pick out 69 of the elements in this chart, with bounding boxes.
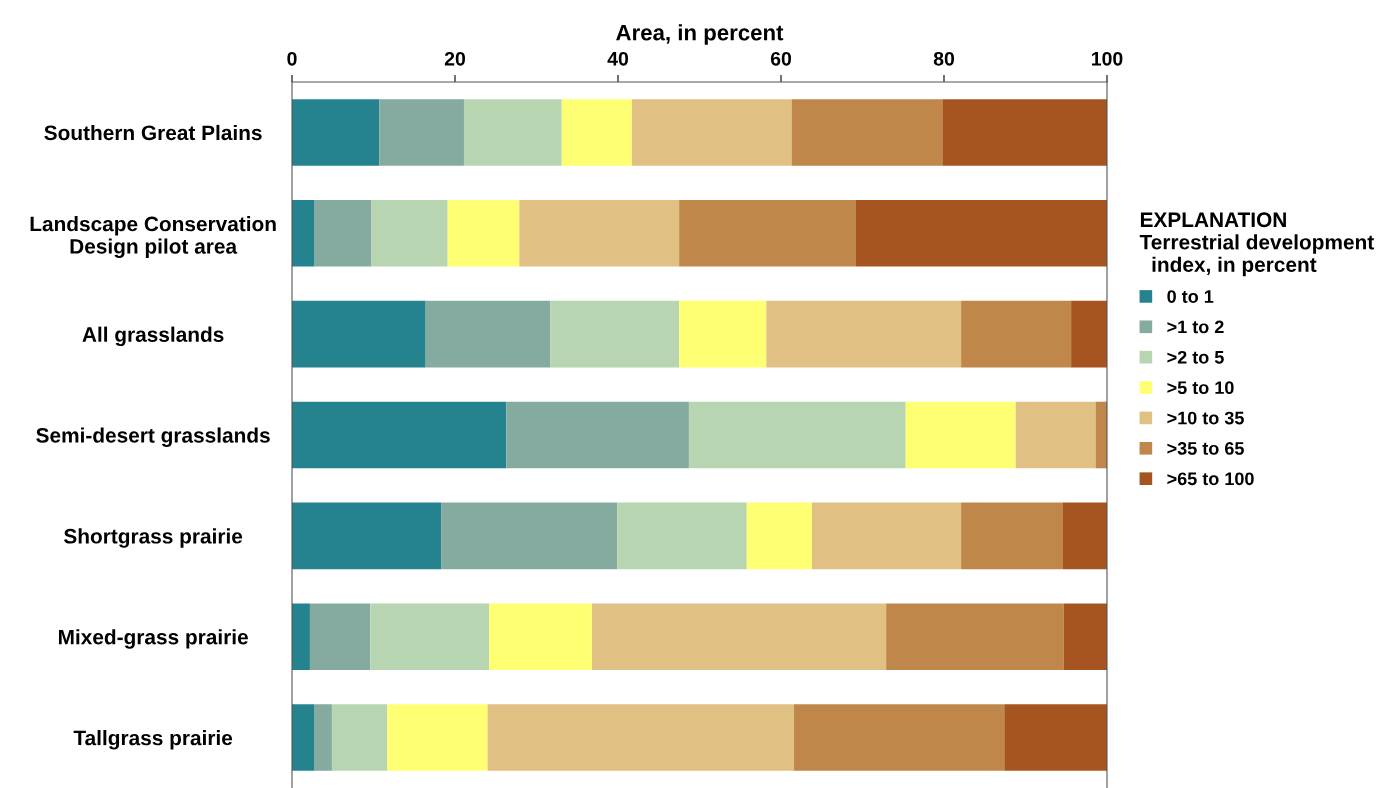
bar [1063, 603, 1107, 670]
bar [942, 99, 1107, 166]
legend-label: >2 to 5 [1167, 350, 1224, 364]
bar [855, 200, 1107, 267]
legend-label: 0 to 1 [1167, 290, 1214, 303]
bar [794, 704, 1005, 771]
y-tick-label: Semi-desert grasslands [36, 427, 270, 447]
x-tick-label: 40 [607, 51, 629, 66]
x-tick-label: 60 [770, 51, 792, 66]
bar [292, 603, 310, 670]
bar [519, 200, 680, 267]
bar [766, 300, 962, 368]
bar [961, 300, 1072, 368]
x-tick-label: 0 [287, 51, 297, 66]
bar [331, 704, 388, 771]
bar [489, 603, 592, 670]
bar [292, 502, 442, 570]
bar [688, 401, 906, 469]
bar [314, 200, 372, 267]
x-tick-label: 20 [444, 51, 466, 66]
bar [387, 704, 488, 771]
bar [292, 200, 314, 267]
bar [487, 704, 795, 771]
bar [1004, 704, 1107, 771]
bar [292, 401, 507, 469]
bar [1015, 401, 1096, 469]
bar [561, 99, 632, 166]
y-tick-label: Shortgrass prairie [63, 528, 243, 548]
bar [791, 99, 943, 166]
bar [550, 300, 680, 368]
bar [506, 401, 689, 469]
y-tick-label: Southern Great Plains [44, 124, 262, 141]
bar [463, 99, 562, 166]
bar [371, 200, 448, 267]
bar [309, 603, 371, 670]
bar [1062, 502, 1107, 570]
bar [746, 502, 812, 570]
bar [961, 502, 1063, 570]
legend-label: >5 to 10 [1167, 381, 1234, 395]
y-tick-label: Landscape Conservation Design pilot area [30, 216, 276, 258]
bar [617, 502, 747, 570]
bar [314, 704, 332, 771]
bar [679, 200, 856, 267]
bar [292, 99, 380, 166]
y-tick-label: All grasslands [82, 326, 224, 347]
legend-title: EXPLANATION Terrestrial development index, in percent [1139, 212, 1374, 277]
bar [425, 300, 551, 368]
bar [591, 603, 887, 670]
x-tick-label: 80 [933, 51, 955, 66]
bar [370, 603, 490, 670]
x-axis-title: Area, in percent [616, 24, 784, 45]
bar [905, 401, 1016, 469]
bar [292, 300, 426, 368]
y-tick-label: Tallgrass prairie [73, 730, 233, 750]
bar [631, 99, 792, 166]
bar [292, 704, 314, 771]
bar [811, 502, 962, 570]
bar [447, 200, 520, 267]
legend-label: >1 to 2 [1167, 320, 1224, 334]
bar [379, 99, 464, 166]
bar [441, 502, 618, 570]
legend-label: >10 to 35 [1167, 411, 1244, 425]
bar [679, 300, 767, 368]
y-tick-label: Mixed-grass prairie [58, 629, 248, 649]
bar [1071, 300, 1107, 368]
bar [886, 603, 1064, 670]
legend-label: >35 to 65 [1167, 442, 1244, 455]
x-tick-label: 100 [1092, 51, 1123, 66]
legend-label: >65 to 100 [1167, 472, 1254, 486]
